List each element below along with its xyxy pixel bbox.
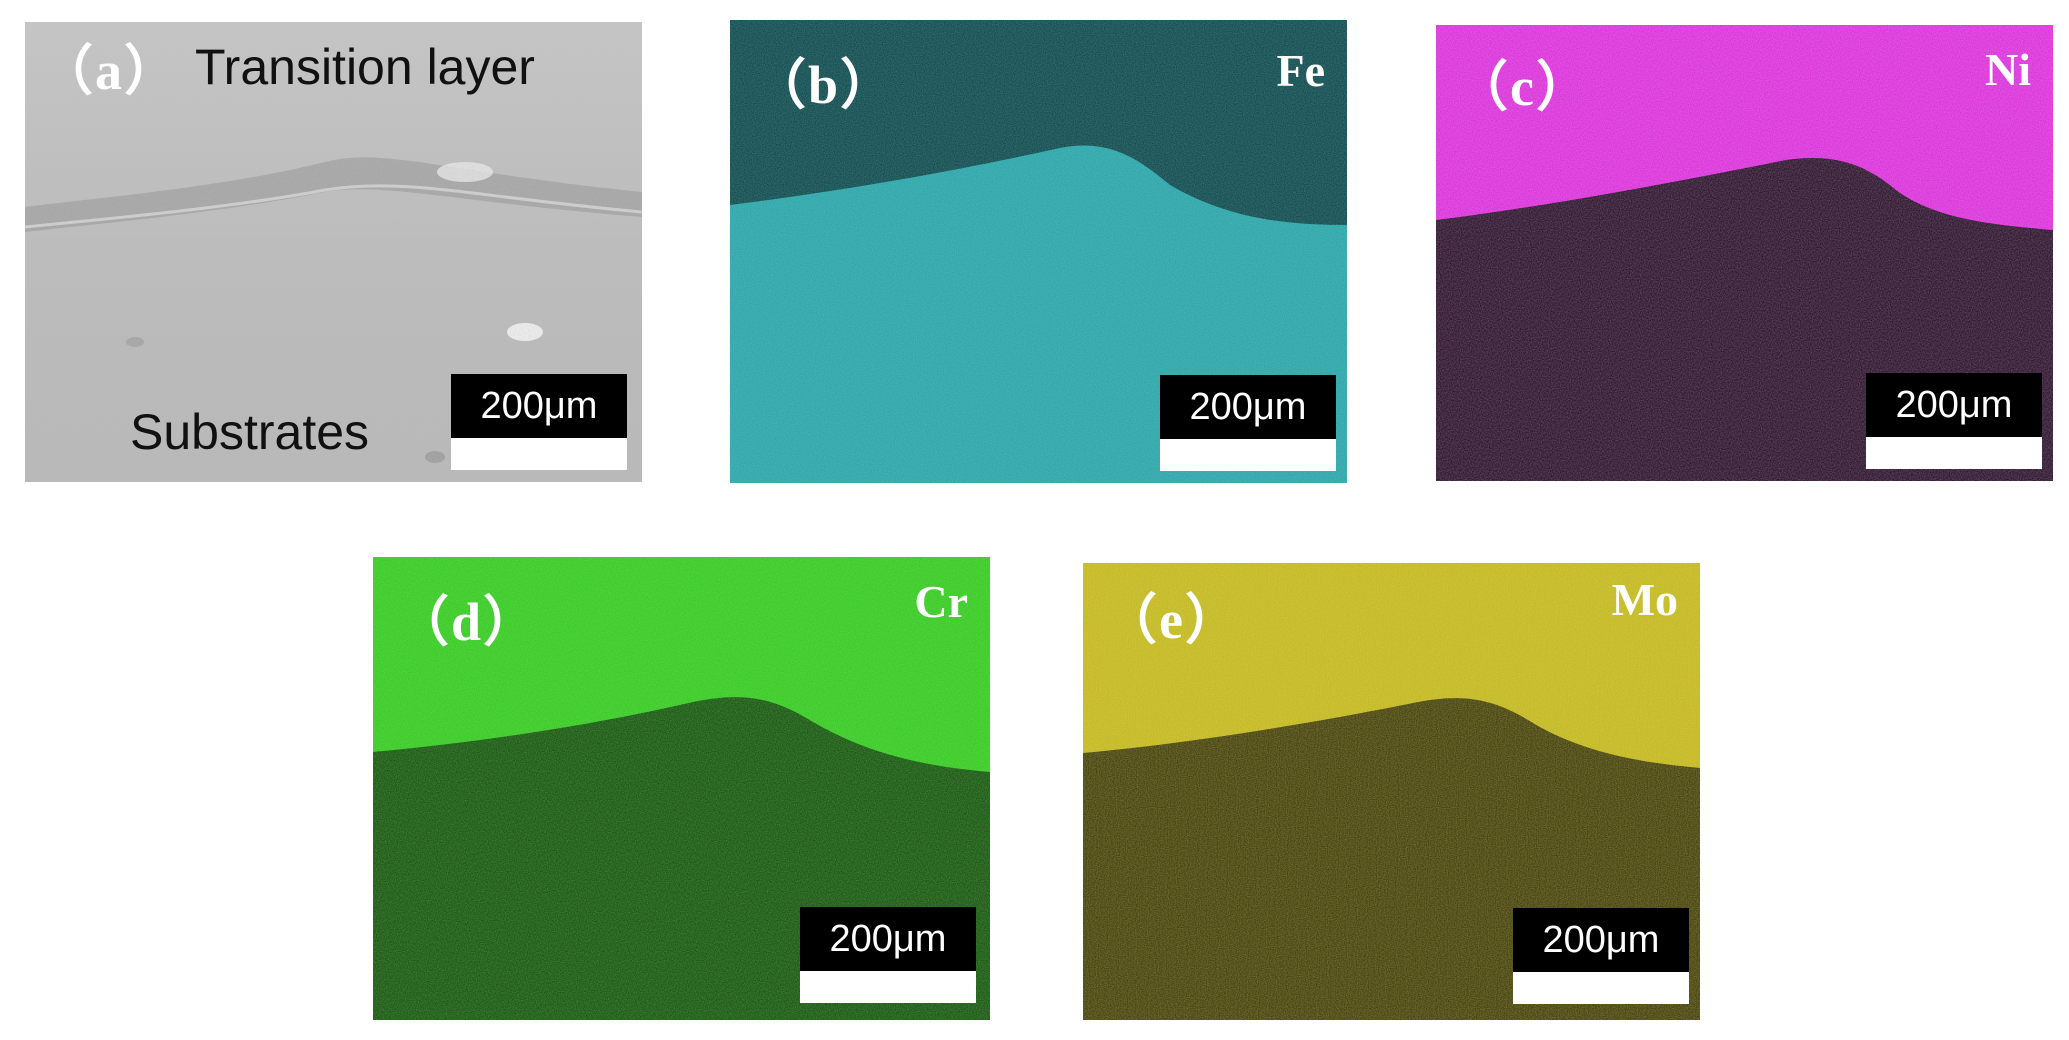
panel-label: （b） bbox=[752, 55, 897, 115]
scale-bar: 200μm bbox=[1866, 373, 2042, 469]
transition-layer-label: Transition layer bbox=[195, 39, 535, 95]
panel-e-mo-map: （e） Mo 200μm bbox=[1083, 563, 1700, 1020]
panel-label: （c） bbox=[1454, 57, 1592, 117]
scale-bar-line bbox=[1160, 439, 1336, 471]
scale-bar: 200μm bbox=[1513, 908, 1689, 1004]
panel-d-cr-map: （d） Cr 200μm bbox=[373, 557, 990, 1020]
sem-image bbox=[25, 22, 642, 482]
scale-bar-line bbox=[1513, 972, 1689, 1004]
scale-bar: 200μm bbox=[451, 374, 627, 470]
element-label: Cr bbox=[914, 576, 968, 627]
scale-bar-text: 200μm bbox=[1866, 373, 2042, 437]
panel-label: （a） bbox=[39, 41, 180, 101]
scale-bar: 200μm bbox=[800, 907, 976, 1003]
substrates-label: Substrates bbox=[130, 404, 370, 460]
panel-label: （e） bbox=[1103, 590, 1241, 650]
scale-bar-text: 200μm bbox=[800, 907, 976, 971]
scale-bar-line bbox=[451, 438, 627, 470]
scale-bar-text: 200μm bbox=[1160, 375, 1336, 439]
panel-b-fe-map: （b） Fe 200μm bbox=[730, 20, 1347, 483]
panel-label: （d） bbox=[395, 592, 540, 652]
scale-bar: 200μm bbox=[1160, 375, 1336, 471]
panel-a-sem-micrograph: （a） Transition layer Substrates 200μm bbox=[25, 22, 642, 482]
scale-bar-text: 200μm bbox=[1513, 908, 1689, 972]
panel-c-ni-map: （c） Ni 200μm bbox=[1436, 25, 2053, 481]
element-label: Ni bbox=[1985, 44, 2031, 95]
scale-bar-line bbox=[1866, 437, 2042, 469]
element-label: Fe bbox=[1276, 45, 1325, 96]
scale-bar-line bbox=[800, 971, 976, 1003]
scale-bar-text: 200μm bbox=[451, 374, 627, 438]
element-label: Mo bbox=[1611, 574, 1678, 625]
